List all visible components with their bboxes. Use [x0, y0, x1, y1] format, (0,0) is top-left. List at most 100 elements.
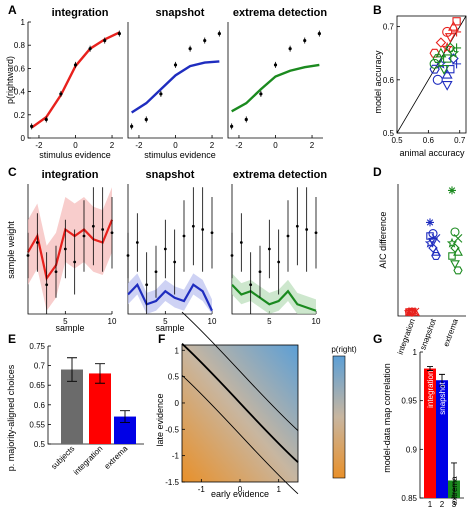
- x-tick-label: 5: [267, 317, 272, 326]
- panel-c-title-2: snapshot: [146, 169, 195, 181]
- data-point: [54, 270, 58, 274]
- bar-integration: [89, 373, 111, 444]
- y-tick-label: -1.5: [165, 478, 179, 487]
- scatter-point: [444, 33, 456, 43]
- scatter-point: [405, 308, 413, 316]
- y-tick-label: -1: [172, 452, 180, 461]
- y-tick-label: 0.85: [401, 494, 417, 503]
- x-tick-label: 0.7: [454, 136, 466, 145]
- panel-label-a: A: [8, 3, 17, 17]
- panel-b: model accuracy animal accuracy 0.5 0.6 0.7…: [373, 15, 467, 158]
- panel-a-xlabel-2: stimulus evidence: [144, 150, 216, 160]
- y-tick-label: 0.95: [401, 397, 417, 406]
- y-tick-label: 0.5: [168, 373, 180, 382]
- scatter-point: [407, 308, 417, 318]
- scatter-point: [438, 65, 450, 75]
- error-bar: [120, 410, 130, 423]
- panel-c-title-3: extrema detection: [233, 169, 327, 181]
- y-tick-label: 0.65: [29, 381, 45, 390]
- panel-label-e: E: [8, 332, 16, 346]
- panel-c-model-band-3: [232, 273, 316, 314]
- data-point: [26, 254, 30, 257]
- scatter-point: [452, 27, 462, 37]
- x-tick-label: -2: [135, 141, 143, 150]
- data-point: [230, 254, 234, 257]
- y-tick-label: 0: [175, 399, 180, 408]
- data-point: [305, 228, 309, 231]
- data-point: [159, 92, 163, 96]
- bar-label: integration: [426, 371, 435, 408]
- x-tick-label: 0.6: [423, 136, 435, 145]
- x-tick-label: 10: [108, 317, 117, 326]
- data-point: [191, 224, 195, 228]
- data-point: [144, 117, 148, 122]
- heatmap-surface: [182, 345, 298, 482]
- data-point: [239, 241, 243, 244]
- data-point: [173, 63, 178, 67]
- data-point: [203, 38, 207, 43]
- error-bar: [427, 366, 433, 371]
- scatter-point: [431, 251, 441, 261]
- y-tick-label: 0.4: [14, 88, 26, 97]
- y-tick-label: 0.7: [34, 362, 46, 371]
- y-tick-label: -0.5: [165, 425, 179, 434]
- panel-b-frame: [396, 15, 467, 134]
- scatter-point: [432, 74, 443, 85]
- data-point: [249, 283, 253, 287]
- panel-g: model-data map correlation 0.85 0.9 0.95 1 1…: [382, 348, 464, 509]
- bar-label: extrema: [450, 476, 459, 505]
- data-point: [273, 63, 278, 67]
- data-point: [88, 47, 92, 51]
- x-tick-label: -2: [35, 141, 43, 150]
- data-point: [73, 63, 78, 67]
- panel-c-axes-3: [231, 184, 316, 315]
- panel-f-ylabel: late evidence: [155, 393, 165, 446]
- scatter-point: [428, 237, 438, 247]
- x-tick-label: subjects: [49, 444, 76, 471]
- panel-c-model-line-2: [127, 282, 213, 312]
- x-tick-label: 2: [440, 500, 445, 509]
- data-point: [126, 254, 130, 257]
- x-tick-label: snapshot: [418, 317, 438, 351]
- scatter-point: [453, 266, 463, 275]
- x-tick-label: 0: [238, 485, 243, 494]
- scatter-point: [443, 54, 452, 63]
- colorbar: [332, 355, 346, 479]
- x-tick-label: 10: [312, 317, 321, 326]
- scatter-point: [452, 43, 462, 53]
- panel-d-plot: integration snapshot extrema: [396, 184, 466, 356]
- data-point: [44, 117, 48, 122]
- data-point: [201, 228, 205, 231]
- x-tick-label: 5: [63, 317, 68, 326]
- y-tick-label: 1: [175, 346, 180, 355]
- x-tick-label: 2: [110, 141, 115, 150]
- panel-c-plot: 5 10 5 10 5 10: [26, 184, 321, 326]
- scatter-point: [446, 237, 458, 248]
- panel-a-title-2: snapshot: [156, 7, 205, 19]
- x-tick-label: integration: [72, 444, 105, 477]
- colorbar-label: p(right): [331, 345, 357, 354]
- x-tick-label: 5: [163, 317, 168, 326]
- x-tick-label: extrema: [442, 317, 461, 348]
- data-point: [35, 241, 39, 244]
- data-point: [288, 47, 292, 51]
- scatter-point: [431, 246, 441, 256]
- data-point: [110, 231, 114, 235]
- error-bar: [439, 373, 445, 387]
- panel-g-ylabel: model-data map correlation: [382, 363, 392, 473]
- data-point: [230, 124, 234, 128]
- panel-label-c: C: [8, 165, 17, 179]
- scatter-point: [429, 64, 440, 74]
- bar-label: snapshot: [438, 381, 447, 414]
- y-tick-label: 0.6: [14, 64, 26, 73]
- x-tick-label: 1: [428, 500, 433, 509]
- panel-c-model-line-3: [231, 283, 317, 312]
- y-tick-label: 0.8: [14, 41, 26, 50]
- panel-label-f: F: [158, 332, 165, 346]
- bar-snapshot: [436, 380, 448, 498]
- data-point: [314, 231, 318, 235]
- panel-e-ylabel: p. majority-aligned choices: [6, 364, 16, 471]
- data-point: [303, 38, 307, 43]
- x-tick-label: 0: [173, 141, 178, 150]
